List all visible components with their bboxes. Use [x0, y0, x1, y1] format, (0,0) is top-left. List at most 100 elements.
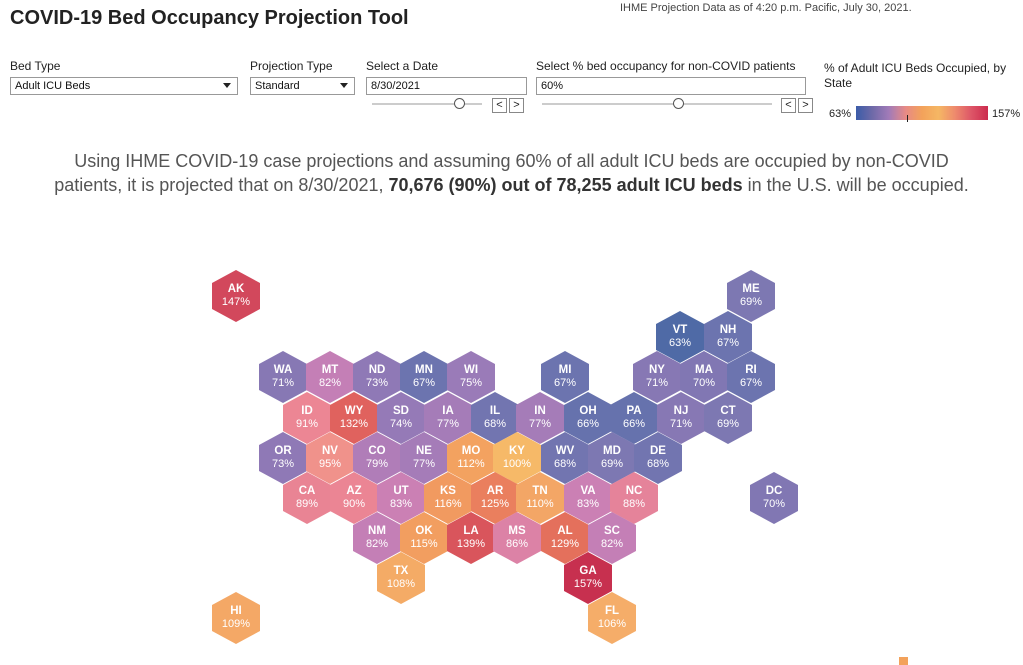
state-percent: 132%: [339, 418, 369, 430]
non-covid-occupancy-slider[interactable]: [542, 98, 772, 110]
state-percent: 82%: [318, 377, 342, 389]
state-percent: 67%: [553, 377, 577, 389]
legend-swatch: [899, 657, 908, 665]
state-percent: 147%: [221, 296, 251, 308]
non-covid-next-button[interactable]: >: [798, 98, 813, 113]
state-abbr: PA: [626, 405, 642, 417]
state-percent: 91%: [295, 418, 319, 430]
page-title: COVID-19 Bed Occupancy Projection Tool: [10, 7, 409, 29]
state-abbr: SD: [393, 405, 409, 417]
state-abbr: AZ: [346, 485, 362, 497]
state-abbr: IN: [534, 405, 546, 417]
state-abbr: OR: [274, 445, 292, 457]
state-hex-mn[interactable]: MN 67%: [400, 351, 448, 403]
state-percent: 125%: [480, 498, 510, 510]
date-slider-track: [372, 103, 482, 105]
non-covid-occupancy-label: Select % bed occupancy for non-COVID pat…: [536, 59, 796, 73]
state-hex-nd[interactable]: ND 73%: [353, 351, 401, 403]
state-abbr: GA: [579, 565, 597, 577]
state-abbr: IL: [489, 405, 501, 417]
state-percent: 71%: [645, 377, 669, 389]
state-hex-mi[interactable]: MI 67%: [541, 351, 589, 403]
state-percent: 68%: [646, 458, 670, 470]
legend-max-label: 157%: [992, 108, 1021, 120]
state-hex-me[interactable]: ME 69%: [727, 270, 775, 322]
state-hex-sc[interactable]: SC 82%: [588, 512, 636, 564]
state-abbr: NC: [625, 485, 643, 497]
state-abbr: ND: [368, 364, 386, 376]
state-percent: 100%: [502, 458, 532, 470]
state-percent: 68%: [553, 458, 577, 470]
state-abbr: AR: [486, 485, 504, 497]
date-prev-button[interactable]: <: [492, 98, 507, 113]
non-covid-slider-thumb[interactable]: [673, 98, 684, 109]
summary-highlight: 70,676 (90%) out of 78,255 adult ICU bed…: [388, 175, 743, 195]
state-abbr: DC: [765, 485, 783, 497]
state-percent: 82%: [365, 538, 389, 550]
state-hex-dc[interactable]: DC 70%: [750, 472, 798, 524]
state-abbr: MO: [461, 445, 481, 457]
state-percent: 67%: [412, 377, 436, 389]
state-percent: 69%: [600, 458, 624, 470]
state-hex-al[interactable]: AL 129%: [541, 512, 589, 564]
state-percent: 67%: [739, 377, 763, 389]
state-percent: 71%: [669, 418, 693, 430]
bed-type-value: Adult ICU Beds: [15, 80, 91, 92]
state-hex-ct[interactable]: CT 69%: [704, 392, 752, 444]
state-hex-ms[interactable]: MS 86%: [493, 512, 541, 564]
legend-min-label: 63%: [829, 108, 852, 120]
summary-line-1: Using IHME COVID-19 case projections and…: [74, 151, 949, 171]
state-hex-ok[interactable]: OK 115%: [400, 512, 448, 564]
state-abbr: NH: [719, 324, 737, 336]
projection-type-value: Standard: [255, 80, 300, 92]
state-hex-tx[interactable]: TX 108%: [377, 552, 425, 604]
state-hex-mt[interactable]: MT 82%: [306, 351, 354, 403]
state-percent: 110%: [526, 498, 554, 510]
date-slider-thumb[interactable]: [454, 98, 465, 109]
non-covid-prev-button[interactable]: <: [781, 98, 796, 113]
state-abbr: WY: [344, 405, 364, 417]
state-abbr: OH: [579, 405, 597, 417]
state-percent: 109%: [221, 618, 251, 630]
state-hex-nm[interactable]: NM 82%: [353, 512, 401, 564]
state-abbr: NY: [649, 364, 665, 376]
state-abbr: CA: [298, 485, 316, 497]
state-abbr: MI: [558, 364, 572, 376]
state-percent: 139%: [456, 538, 486, 550]
state-hex-hi[interactable]: HI 109%: [212, 592, 260, 644]
bed-type-dropdown[interactable]: Adult ICU Beds: [10, 77, 238, 95]
date-label: Select a Date: [366, 59, 439, 73]
state-abbr: LA: [463, 525, 479, 537]
state-abbr: WA: [273, 364, 293, 376]
chevron-down-icon: [340, 83, 348, 88]
state-percent: 157%: [573, 578, 603, 590]
state-percent: 70%: [762, 498, 786, 510]
state-hex-ak[interactable]: AK 147%: [212, 270, 260, 322]
state-hex-la[interactable]: LA 139%: [447, 512, 495, 564]
date-input[interactable]: 8/30/2021: [366, 77, 527, 95]
state-hex-fl[interactable]: FL 106%: [588, 592, 636, 644]
projection-type-dropdown[interactable]: Standard: [250, 77, 355, 95]
state-percent: 66%: [576, 418, 600, 430]
state-hex-wa[interactable]: WA 71%: [259, 351, 307, 403]
state-abbr: CO: [368, 445, 386, 457]
state-abbr: TN: [532, 485, 548, 497]
state-abbr: MN: [415, 364, 433, 376]
date-slider[interactable]: [372, 98, 482, 110]
state-percent: 112%: [457, 458, 485, 470]
state-hex-wi[interactable]: WI 75%: [447, 351, 495, 403]
non-covid-occupancy-input[interactable]: 60%: [536, 77, 806, 95]
state-abbr: ME: [742, 283, 760, 295]
state-hex-ga[interactable]: GA 157%: [564, 552, 612, 604]
state-percent: 75%: [459, 377, 483, 389]
state-abbr: FL: [604, 605, 620, 617]
state-percent: 66%: [622, 418, 646, 430]
state-percent: 83%: [576, 498, 600, 510]
state-abbr: HI: [230, 605, 242, 617]
state-abbr: KY: [509, 445, 525, 457]
state-abbr: SC: [604, 525, 620, 537]
state-percent: 89%: [295, 498, 319, 510]
legend-marker: [907, 115, 908, 122]
date-next-button[interactable]: >: [509, 98, 524, 113]
state-abbr: VT: [672, 324, 688, 336]
